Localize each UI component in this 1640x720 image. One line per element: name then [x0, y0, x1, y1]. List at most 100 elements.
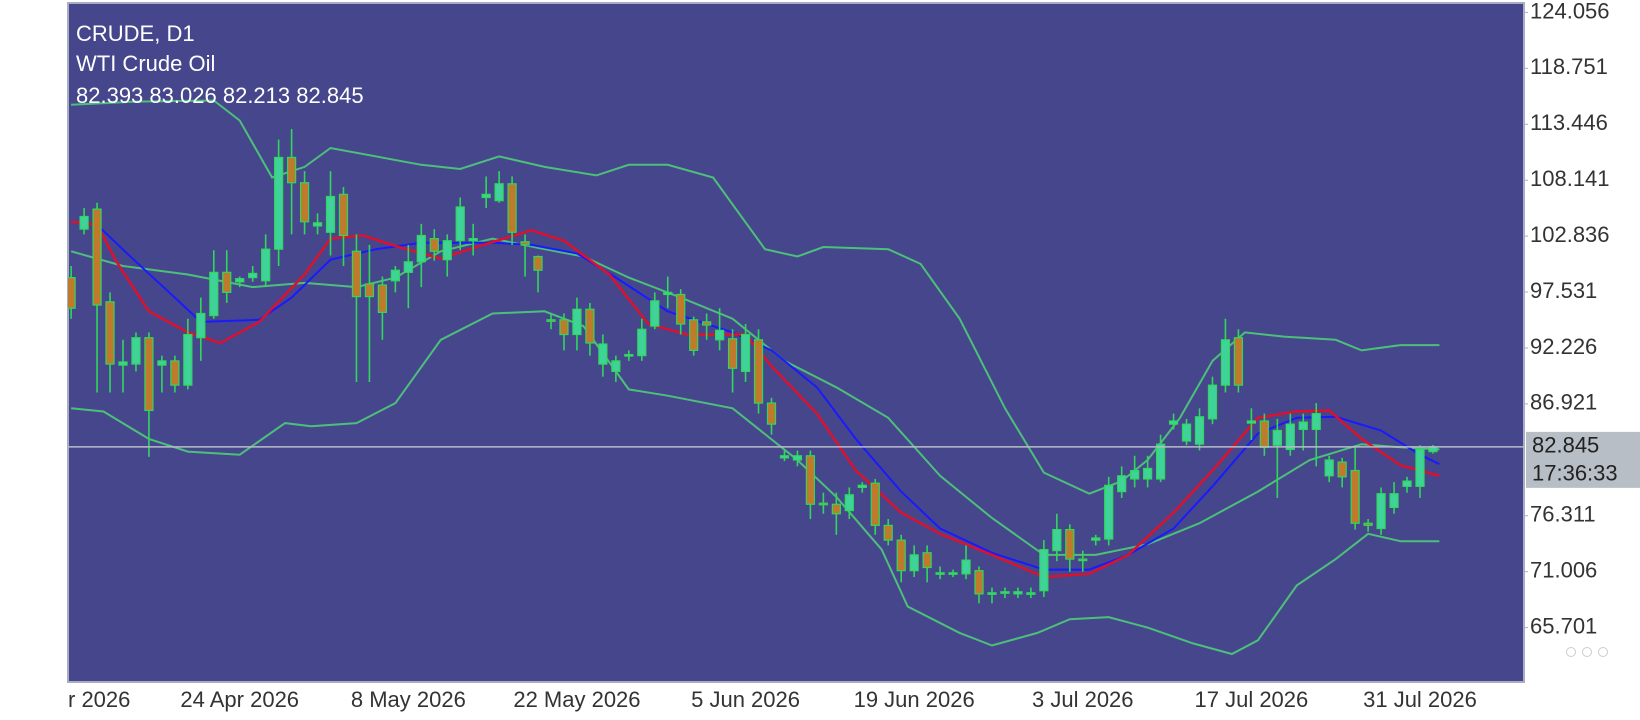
candle-body — [702, 321, 712, 326]
candle-body — [974, 570, 984, 595]
candle-body — [118, 361, 128, 366]
candle-body — [1350, 469, 1360, 524]
candle-body — [883, 524, 893, 541]
candle-body — [922, 552, 932, 569]
candle-body — [727, 338, 738, 369]
candle-body — [909, 554, 919, 572]
candle-body — [144, 337, 154, 412]
plot-layer — [68, 99, 1524, 656]
x-tick-label: 31 Jul 2026 — [1363, 687, 1477, 712]
x-tick-label: 22 May 2026 — [513, 687, 640, 712]
candle-body — [766, 402, 777, 425]
x-tick-label: 3 Jul 2026 — [1032, 687, 1134, 712]
y-tick-label: 113.446 — [1530, 110, 1608, 135]
x-tick-label: 24 Apr 2026 — [180, 687, 299, 712]
ohlc-low: 82.213 — [223, 83, 290, 108]
menu-dot[interactable] — [1598, 647, 1608, 657]
candle-body — [351, 250, 362, 298]
x-tick-label: 17 Jul 2026 — [1195, 687, 1309, 712]
menu-dot[interactable] — [1566, 647, 1576, 657]
candle-body — [170, 360, 180, 386]
candle-body — [1402, 480, 1412, 487]
candle-body — [1065, 528, 1075, 560]
candle-body — [1013, 591, 1023, 595]
candle-body — [183, 333, 193, 386]
candle-body — [689, 319, 699, 351]
ohlc-readout: 82.393 83.026 82.213 82.845 — [76, 83, 364, 108]
candle-body — [598, 343, 608, 365]
y-tick-label: 92.226 — [1530, 334, 1597, 359]
candle-body — [1415, 448, 1425, 487]
chart-title: CRUDE, D1 — [76, 21, 195, 46]
x-tick-label: 5 Jun 2026 — [691, 687, 800, 712]
candle-body — [196, 312, 206, 339]
candle-body — [325, 195, 336, 233]
candle-body — [572, 308, 582, 336]
candle-body — [663, 291, 673, 296]
more-menu[interactable] — [1566, 647, 1608, 657]
candle-body — [222, 271, 232, 293]
candle-body — [533, 255, 543, 271]
candle-body — [805, 455, 816, 505]
candle-body — [377, 284, 388, 314]
candle-body — [1298, 421, 1308, 431]
candle-body — [1337, 461, 1347, 478]
candle-body — [1207, 384, 1218, 420]
ohlc-high: 83.026 — [149, 83, 216, 108]
candle-body — [209, 271, 219, 317]
ohlc-close: 82.845 — [296, 83, 363, 108]
candle-body — [468, 238, 478, 242]
candle-body — [585, 308, 595, 344]
candle-body — [286, 156, 297, 184]
candle-body — [1104, 484, 1114, 540]
candle-body — [559, 319, 569, 336]
candle-body — [1039, 548, 1049, 592]
candle-body — [274, 156, 284, 250]
candle-body — [1272, 429, 1282, 446]
candle-body — [870, 482, 880, 526]
candle-body — [481, 193, 491, 199]
candle-body — [1143, 467, 1153, 480]
menu-dot[interactable] — [1582, 647, 1592, 657]
candle-body — [79, 215, 89, 230]
candle-body — [312, 222, 323, 227]
price-label-box — [1526, 431, 1640, 488]
candle-body — [1026, 592, 1036, 595]
candle-body — [131, 337, 141, 365]
candle-body — [1259, 420, 1269, 448]
candle-body — [753, 339, 764, 404]
candle-body — [676, 293, 686, 325]
y-tick-label: 118.751 — [1530, 54, 1608, 79]
candle-body — [157, 360, 167, 366]
y-tick-label: 97.531 — [1530, 278, 1597, 303]
candle-body — [1194, 416, 1205, 445]
plot-area — [67, 2, 1525, 683]
candle-body — [1363, 522, 1373, 526]
candle-body — [1311, 413, 1321, 431]
candle-body — [429, 238, 439, 252]
candle-body — [1078, 558, 1088, 562]
axes-layer: 124.056 118.751 113.446 108.141 102.836 97.53… — [68, 0, 1640, 712]
candle-body — [714, 329, 725, 341]
candle-body — [637, 328, 647, 357]
candle-body — [1052, 528, 1062, 552]
indicator-line — [71, 310, 1440, 656]
candle-body — [1220, 339, 1231, 386]
candle-body — [338, 193, 349, 237]
y-tick-label: 76.311 — [1530, 502, 1596, 527]
chart-subtitle: WTI Crude Oil — [76, 51, 215, 76]
candle-body — [92, 208, 102, 306]
candle-body — [442, 240, 452, 261]
candle-body — [948, 572, 958, 575]
candle-body — [650, 300, 660, 327]
x-tick-label: 19 Jun 2026 — [854, 687, 975, 712]
y-tick-label: 65.701 — [1530, 613, 1597, 638]
candle-body — [1285, 423, 1295, 451]
candle-body — [68, 277, 76, 309]
countdown-label: 17:36:33 — [1532, 461, 1618, 486]
candle-body — [403, 261, 413, 273]
candle-body — [1000, 591, 1010, 594]
candle-body — [1130, 469, 1140, 480]
